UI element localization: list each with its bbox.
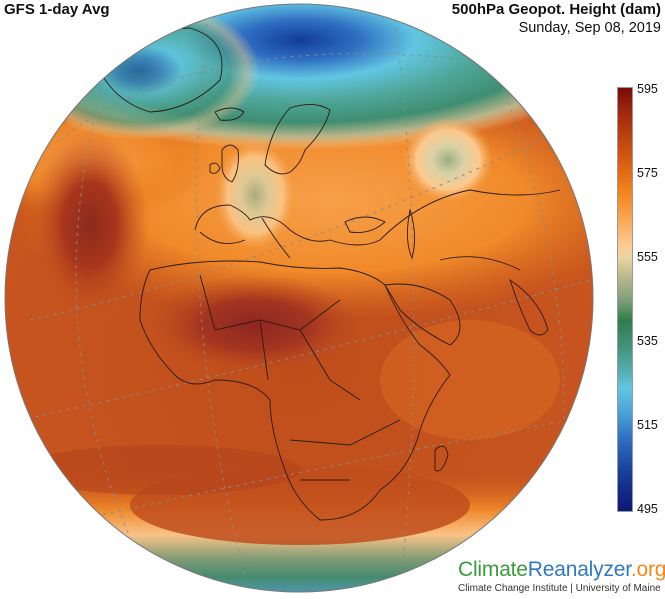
brand-logo[interactable]: ClimateReanalyzer.org — [458, 558, 665, 582]
globe-map[interactable] — [0, 0, 600, 599]
variable-title: 500hPa Geopot. Height (dam) — [451, 1, 661, 18]
brand-part-org: .org — [630, 558, 665, 581]
colorbar — [617, 87, 633, 512]
colorbar-tick: 595 — [637, 82, 658, 96]
colorbar-tick: 555 — [637, 250, 658, 264]
globe-outline — [4, 3, 594, 593]
institution-label: Climate Change Institute | University of… — [458, 583, 661, 594]
brand-part-climate: Climate — [458, 558, 528, 581]
date-label: Sunday, Sep 08, 2019 — [518, 20, 661, 36]
colorbar-tick: 495 — [637, 502, 658, 516]
variable-title-block: 500hPa Geopot. Height (dam) Sunday, Sep … — [452, 1, 661, 37]
colorbar-tick: 575 — [637, 166, 658, 180]
brand-part-reanalyzer: Reanalyzer — [527, 558, 631, 581]
colorbar-tick: 515 — [637, 418, 658, 432]
coastlines — [94, 27, 561, 521]
colorbar-tick: 535 — [637, 334, 658, 348]
height-field — [5, 4, 593, 592]
model-title: GFS 1-day Avg — [4, 1, 110, 18]
